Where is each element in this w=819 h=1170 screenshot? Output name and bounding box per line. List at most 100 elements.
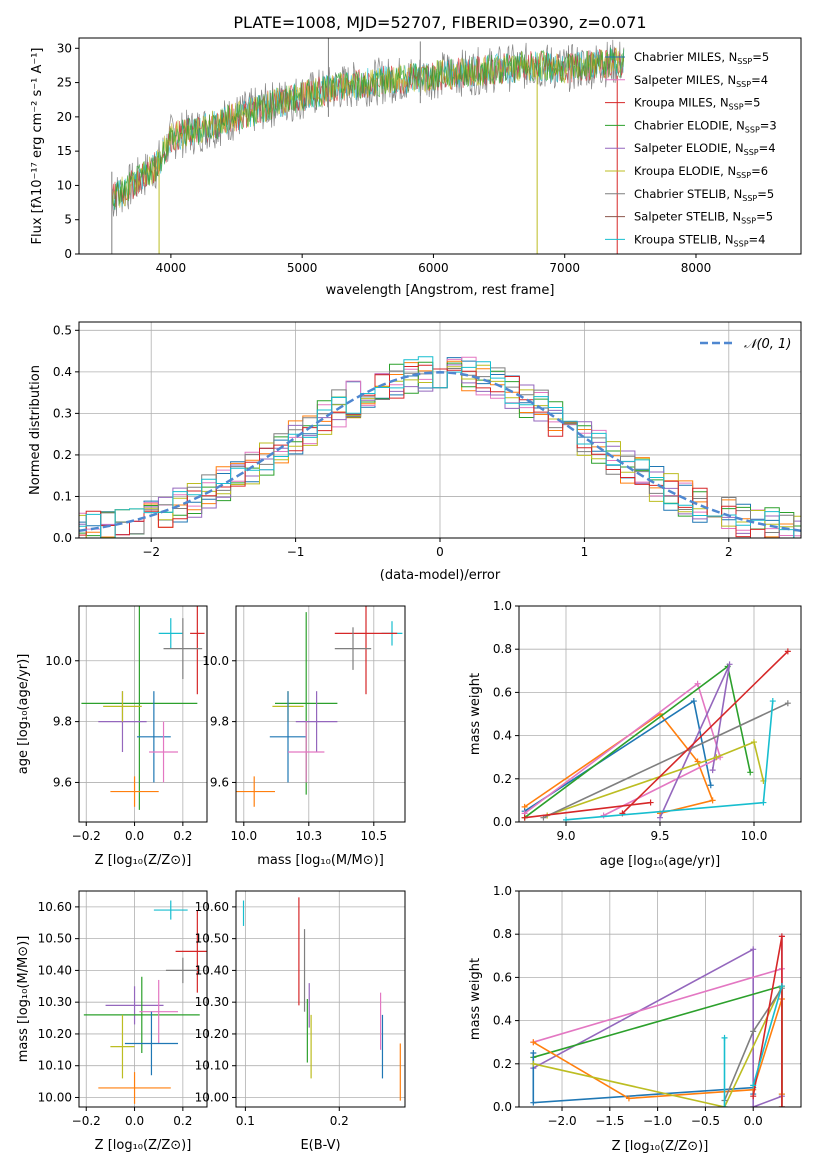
mass-weight-marker (625, 1095, 632, 1102)
mass-weight-marker (747, 769, 754, 776)
y-tick-label: 10.00 (38, 1090, 72, 1104)
errorbar-point (153, 900, 188, 920)
legend-entry: 𝒩(0, 1) (744, 337, 791, 352)
mass-weight-line (659, 663, 731, 819)
mass-weight-marker (521, 814, 528, 821)
y-tick-label: 10.40 (38, 963, 72, 977)
mass-weight-marker (778, 983, 785, 990)
y-tick-label: 1.0 (493, 884, 512, 898)
errorbar-point (295, 691, 338, 753)
y-axis-label: Flux [fλ10⁻¹⁷ erg cm⁻² s⁻¹ A⁻¹] (30, 48, 45, 245)
y-tick-label: 0.4 (493, 1014, 512, 1028)
errorbar-point (139, 979, 179, 1044)
spectrum-line (111, 47, 625, 210)
errorbar-point (165, 957, 200, 984)
x-axis-label: (data-model)/error (380, 568, 501, 583)
y-tick-label: 10.30 (195, 995, 229, 1009)
y-tick-label: 0.8 (493, 642, 512, 656)
x-tick-label: −1.0 (643, 1114, 672, 1128)
mass-weight-marker (784, 700, 791, 707)
x-axis-label: Z [log₁₀(Z/Z⊙)] (95, 853, 192, 868)
mass-weight-marker (690, 698, 697, 705)
x-tick-label: −1 (287, 545, 305, 559)
y-tick-label: 10.20 (38, 1027, 72, 1041)
errorbar-point (288, 721, 325, 783)
mass-weight-line (752, 985, 783, 1086)
y-tick-label: 10.60 (38, 900, 72, 914)
x-axis-label: wavelength [Angstrom, rest frame] (326, 283, 555, 298)
mass-weight-line (752, 936, 783, 1107)
x-tick-label: 2 (725, 545, 733, 559)
y-tick-label: 30 (57, 41, 72, 55)
y-tick-label: 10.50 (195, 932, 229, 946)
y-tick-label: 1.0 (493, 599, 512, 613)
plot-area (236, 606, 403, 807)
legend-entry: Salpeter ELODIE, NSSP=4 (634, 141, 776, 157)
mass-weight-marker (647, 799, 654, 806)
mass-weight-line (524, 801, 651, 819)
y-tick-label: 10.10 (195, 1059, 229, 1073)
x-axis-label: mass [log₁₀(M/M⊙)] (257, 853, 384, 868)
plot-area (81, 606, 205, 810)
mass-weight-marker (769, 698, 776, 705)
x-tick-label: −1.5 (595, 1114, 624, 1128)
plot-area (521, 648, 791, 822)
y-tick-label: 0.4 (53, 365, 72, 379)
y-axis-label: age [log₁₀(age/yr)] (16, 654, 31, 775)
y-tick-label: 0.6 (493, 970, 512, 984)
errorbar-point (269, 691, 307, 783)
legend-entry: Kroupa ELODIE, NSSP=6 (634, 164, 768, 180)
y-tick-label: 25 (57, 76, 72, 90)
spectrum-panel: 4000 5000 6000 7000 8000 0 5 10 15 20 25 30 waveleng… (30, 37, 802, 298)
x-tick-label: 10.0 (741, 829, 768, 843)
mass-weight-marker (750, 946, 757, 953)
mass-weight-marker (530, 1050, 537, 1056)
x-tick-label: 0.2 (173, 1114, 192, 1128)
mass-weight-line (546, 741, 765, 817)
y-tick-label: 10.0 (45, 654, 72, 668)
y-tick-label: 10.20 (195, 1027, 229, 1041)
x-tick-label: 10.3 (295, 829, 322, 843)
plot-area (242, 897, 401, 1101)
x-tick-label: 0 (436, 545, 444, 559)
y-tick-label: 9.8 (210, 715, 229, 729)
legend-entry: Salpeter STELIB, NSSP=5 (634, 210, 773, 226)
x-tick-label: 0.1 (236, 1114, 255, 1128)
mass-weight-line (565, 700, 774, 821)
mass-weight-marker (709, 797, 716, 804)
spectrum-title: PLATE=1008, MJD=52707, FIBERID=0390, z=0… (233, 13, 646, 32)
x-tick-label: −0.2 (72, 1114, 101, 1128)
errorbar-point (110, 776, 159, 807)
y-tick-label: 9.6 (210, 775, 229, 789)
mass-weight-marker (750, 1028, 757, 1035)
x-tick-label: −0.2 (72, 829, 101, 843)
mass-weight-marker (530, 1060, 537, 1067)
mass-weight-marker (721, 1034, 728, 1041)
x-tick-label: 0.0 (744, 1114, 763, 1128)
x-tick-label: 9.0 (556, 829, 575, 843)
legend-entry: Chabrier MILES, NSSP=5 (634, 50, 769, 66)
mass-weight-marker (784, 648, 791, 655)
plot-area (79, 356, 801, 538)
x-axis-label: E(B-V) (300, 1138, 340, 1153)
y-tick-label: 10.50 (38, 932, 72, 946)
y-tick-label: 0.5 (53, 323, 72, 337)
y-tick-label: 10 (57, 178, 72, 192)
x-tick-label: 9.5 (650, 829, 669, 843)
y-tick-label: 0.0 (53, 531, 72, 545)
y-tick-label: 0.1 (53, 489, 72, 503)
legend-entry: Salpeter MILES, NSSP=4 (634, 73, 768, 89)
y-tick-label: 10.10 (38, 1059, 72, 1073)
mass-weight-marker (750, 1082, 757, 1089)
mass-weight-line (524, 682, 722, 817)
x-tick-label: 10.0 (230, 829, 257, 843)
axes-frame (518, 890, 802, 1108)
plot-area (111, 38, 625, 254)
x-tick-label: 0.0 (125, 829, 144, 843)
y-tick-label: 20 (57, 110, 72, 124)
errorbar-point (236, 776, 275, 807)
x-axis-label: age [log₁₀(age/yr)] (600, 854, 721, 869)
x-tick-label: −2 (142, 545, 160, 559)
y-tick-label: 5 (64, 213, 72, 227)
